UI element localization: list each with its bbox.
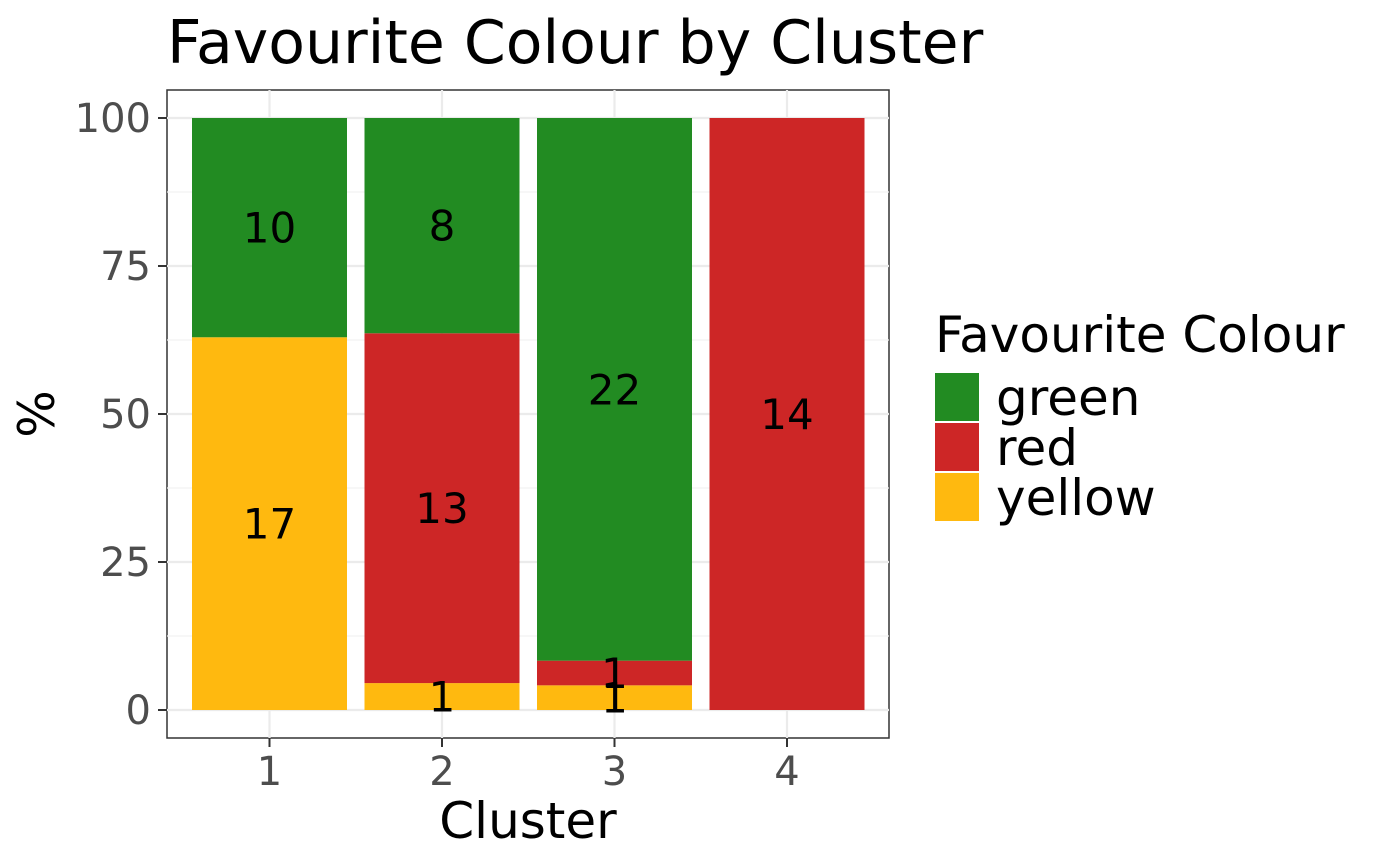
legend-label-yellow: yellow <box>996 469 1156 527</box>
data-label-red-cluster-2: 13 <box>415 484 468 533</box>
data-label-yellow-cluster-2: 1 <box>429 673 456 722</box>
data-label-green-cluster-3: 22 <box>588 365 641 414</box>
legend-label-red: red <box>996 419 1078 477</box>
bar-green-cluster-2 <box>364 118 520 334</box>
y-tick-label: 25 <box>100 540 151 586</box>
legend-key-yellow <box>935 473 979 521</box>
bar-red-cluster-4 <box>709 118 865 710</box>
y-tick-label: 75 <box>100 244 151 290</box>
bar-green-cluster-3 <box>537 118 692 661</box>
legend-key-red <box>935 423 979 471</box>
chart-title: Favourite Colour by Cluster <box>167 8 984 78</box>
bars <box>192 118 865 710</box>
x-axis-title: Cluster <box>439 792 617 850</box>
x-tick-label: 2 <box>429 749 454 795</box>
data-label-red-cluster-4: 14 <box>760 390 813 439</box>
x-tick-label: 1 <box>257 749 282 795</box>
bar-yellow-cluster-2 <box>364 683 520 710</box>
data-label-red-cluster-3: 1 <box>601 649 628 698</box>
x-tick-label: 3 <box>602 749 627 795</box>
bar-red-cluster-3 <box>537 660 692 686</box>
y-tick-label: 50 <box>100 392 151 438</box>
bar-red-cluster-2 <box>364 333 520 684</box>
y-tick-label: 0 <box>126 688 151 734</box>
data-label-yellow-cluster-3: 1 <box>601 674 628 723</box>
legend-title: Favourite Colour <box>935 306 1345 364</box>
y-axis: 0 25 50 75 100 <box>75 96 167 734</box>
data-label-yellow-cluster-1: 17 <box>243 500 296 549</box>
data-label-green-cluster-2: 8 <box>429 202 456 251</box>
legend-label-green: green <box>996 369 1140 427</box>
bar-yellow-cluster-3 <box>537 685 692 710</box>
bar-yellow-cluster-1 <box>192 337 347 710</box>
legend-key-green <box>935 373 979 421</box>
y-axis-title: % <box>8 390 66 438</box>
x-tick-label: 4 <box>774 749 799 795</box>
x-axis: 1 2 3 4 <box>257 738 800 795</box>
y-tick-label: 100 <box>75 96 151 142</box>
bar-green-cluster-1 <box>192 118 347 338</box>
data-label-green-cluster-1: 10 <box>243 204 296 253</box>
